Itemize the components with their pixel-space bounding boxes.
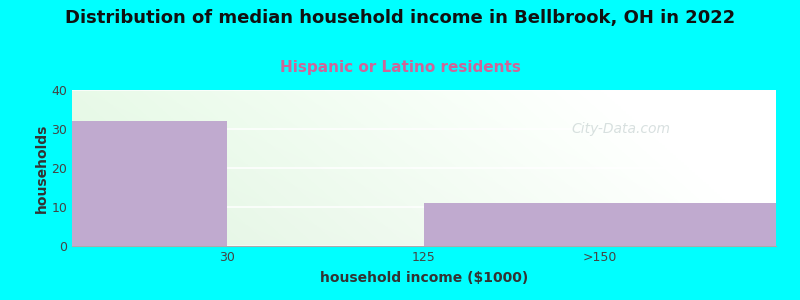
Bar bbox=[72, 121, 227, 246]
Text: Hispanic or Latino residents: Hispanic or Latino residents bbox=[279, 60, 521, 75]
Bar bbox=[424, 203, 776, 246]
X-axis label: household income ($1000): household income ($1000) bbox=[320, 271, 528, 285]
Text: Distribution of median household income in Bellbrook, OH in 2022: Distribution of median household income … bbox=[65, 9, 735, 27]
Y-axis label: households: households bbox=[34, 123, 49, 213]
Text: City-Data.com: City-Data.com bbox=[572, 122, 670, 136]
